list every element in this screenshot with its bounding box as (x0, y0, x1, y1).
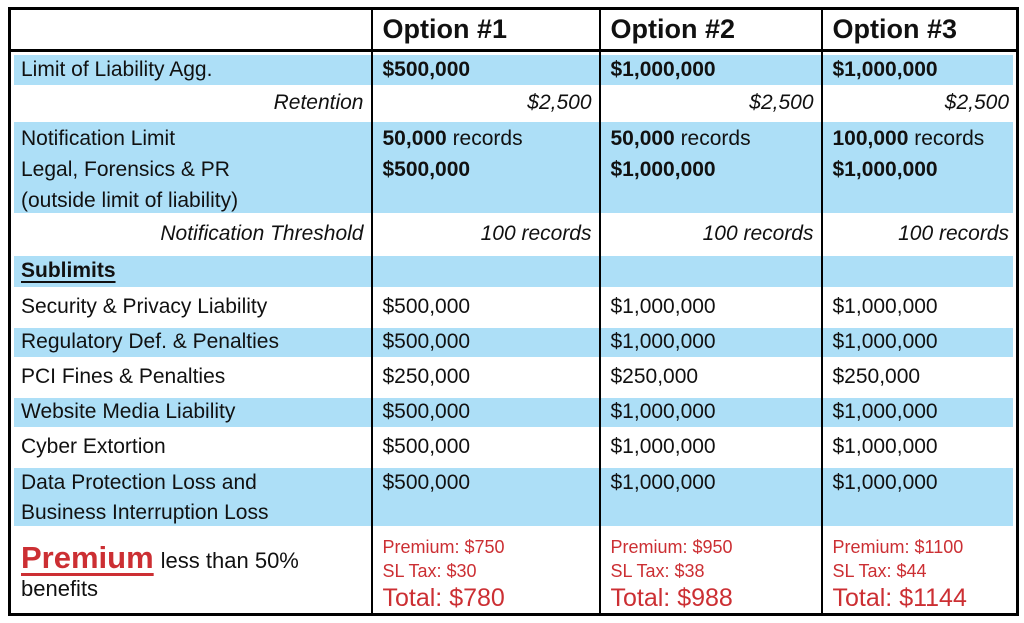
row-website-media: Website Media Liability $500,000 $1,000,… (9, 394, 1018, 430)
data-protection-opt2-value: $1,000,000 (598, 464, 822, 529)
premium-opt1-breakdown: Premium: $750 SL Tax: $30 Total: $780 (370, 528, 600, 614)
retention-opt3-value: $2,500 (820, 87, 1018, 119)
cyber-opt1-value: $500,000 (370, 429, 600, 465)
threshold-opt1-value: 100 records (370, 215, 600, 253)
row-cyber-extortion: Cyber Extortion $500,000 $1,000,000 $1,0… (10, 429, 1018, 465)
notification-opt2-value: 50,000 records $1,000,000 (598, 118, 822, 216)
sublimits-title: Sublimits (21, 259, 116, 282)
retention-label: Retention (273, 91, 364, 114)
website-opt1-value: $500,000 (370, 394, 600, 430)
data-protection-label-line1: Data Protection Loss and (21, 470, 257, 494)
row-notification-limit: Notification Limit Legal, Forensics & PR… (9, 118, 1018, 216)
cyber-label: Cyber Extortion (21, 435, 166, 458)
data-protection-opt3-value: $1,000,000 (820, 464, 1018, 529)
notification-label: Notification Limit Legal, Forensics & PR… (9, 118, 372, 216)
regulatory-label: Regulatory Def. & Penalties (9, 324, 372, 360)
notification-opt1-value: 50,000 records $500,000 (370, 118, 600, 216)
security-opt2-value: $1,000,000 (598, 289, 822, 325)
cyber-opt2-value: $1,000,000 (598, 429, 822, 465)
row-data-protection: Data Protection Loss and Business Interr… (9, 464, 1018, 529)
header-option-2: Option #2 (598, 8, 822, 52)
retention-opt2-value: $2,500 (598, 87, 822, 119)
notification-opt1-records-count: 50,000 (382, 126, 447, 150)
notification-opt1-records-unit: records (446, 126, 523, 150)
sublimits-opt3-empty (820, 252, 1018, 290)
security-opt3-value: $1,000,000 (820, 289, 1018, 325)
threshold-opt2-value: 100 records (598, 215, 822, 253)
limit-opt1-value: $500,000 (370, 50, 600, 88)
pci-opt1-value: $250,000 (370, 359, 600, 395)
notification-label-line3: (outside limit of liability) (21, 188, 239, 212)
premium-opt2-breakdown: Premium: $950 SL Tax: $38 Total: $988 (598, 528, 822, 614)
data-protection-label-line2: Business Interruption Loss (21, 500, 269, 524)
sublimits-title-cell: Sublimits (9, 252, 372, 290)
website-label: Website Media Liability (9, 394, 372, 430)
row-regulatory: Regulatory Def. & Penalties $500,000 $1,… (9, 324, 1018, 360)
row-premium: Premium less than 50% benefits Premium: $… (10, 528, 1018, 615)
threshold-label: Notification Threshold (160, 222, 364, 245)
data-protection-opt1-value: $500,000 (370, 464, 600, 529)
premium-opt1-premium: Premium: $750 (382, 536, 505, 557)
row-sublimits-header: Sublimits (9, 252, 1018, 290)
premium-opt3-breakdown: Premium: $1100 SL Tax: $44 Total: $1144 (820, 528, 1018, 614)
cyber-opt3-value: $1,000,000 (820, 429, 1018, 465)
threshold-opt3-value: 100 records (820, 215, 1018, 253)
header-empty-cell (9, 8, 372, 52)
notification-label-line1: Notification Limit (21, 126, 176, 150)
notification-opt3-records-unit: records (908, 126, 985, 150)
notification-opt3-value: 100,000 records $1,000,000 (820, 118, 1018, 216)
regulatory-opt2-value: $1,000,000 (598, 324, 822, 360)
row-security-privacy: Security & Privacy Liability $500,000 $1… (10, 289, 1018, 325)
row-notification-threshold: Notification Threshold 100 records 100 r… (10, 215, 1018, 253)
header-option-1: Option #1 (370, 8, 600, 52)
premium-title: Premium (21, 539, 154, 575)
premium-opt1-tax: SL Tax: $30 (382, 560, 477, 581)
premium-subtitle: less than 50% benefits (21, 547, 299, 601)
notification-opt1-amount: $500,000 (382, 157, 471, 181)
notification-opt2-records-count: 50,000 (610, 126, 675, 150)
regulatory-opt1-value: $500,000 (370, 324, 600, 360)
website-opt2-value: $1,000,000 (598, 394, 822, 430)
limit-label: Limit of Liability Agg. (9, 50, 372, 88)
limit-opt2-value: $1,000,000 (598, 50, 822, 88)
header-option-3: Option #3 (820, 8, 1018, 52)
pci-opt3-value: $250,000 (820, 359, 1018, 395)
data-protection-label: Data Protection Loss and Business Interr… (9, 464, 372, 529)
row-retention: Retention $2,500 $2,500 $2,500 (10, 87, 1018, 119)
sublimits-opt1-empty (370, 252, 600, 290)
website-opt3-value: $1,000,000 (820, 394, 1018, 430)
notification-label-line2: Legal, Forensics & PR (21, 157, 230, 181)
security-label: Security & Privacy Liability (21, 295, 268, 318)
pci-label: PCI Fines & Penalties (21, 365, 226, 388)
premium-opt2-total: Total: $988 (610, 583, 733, 612)
premium-opt2-premium: Premium: $950 (610, 536, 733, 557)
premium-opt3-premium: Premium: $1100 (832, 536, 964, 557)
notification-opt2-amount: $1,000,000 (610, 157, 716, 181)
retention-opt1-value: $2,500 (370, 87, 600, 119)
premium-opt3-total: Total: $1144 (832, 583, 967, 612)
notification-opt2-records-unit: records (674, 126, 751, 150)
pci-opt2-value: $250,000 (598, 359, 822, 395)
notification-opt3-amount: $1,000,000 (832, 157, 938, 181)
premium-opt2-tax: SL Tax: $38 (610, 560, 705, 581)
sublimits-opt2-empty (598, 252, 822, 290)
row-limit-of-liability: Limit of Liability Agg. $500,000 $1,000,… (9, 50, 1018, 88)
notification-opt3-records-count: 100,000 (832, 126, 909, 150)
premium-label-cell: Premium less than 50% benefits (10, 529, 372, 615)
regulatory-opt3-value: $1,000,000 (820, 324, 1018, 360)
limit-opt3-value: $1,000,000 (820, 50, 1018, 88)
header-row: Option #1 Option #2 Option #3 (9, 8, 1018, 52)
row-pci: PCI Fines & Penalties $250,000 $250,000 … (10, 359, 1018, 395)
premium-opt3-tax: SL Tax: $44 (832, 560, 927, 581)
security-opt1-value: $500,000 (370, 289, 600, 325)
insurance-options-comparison-table: Option #1 Option #2 Option #3 Limit of L… (8, 7, 1019, 616)
premium-opt1-total: Total: $780 (382, 583, 505, 612)
